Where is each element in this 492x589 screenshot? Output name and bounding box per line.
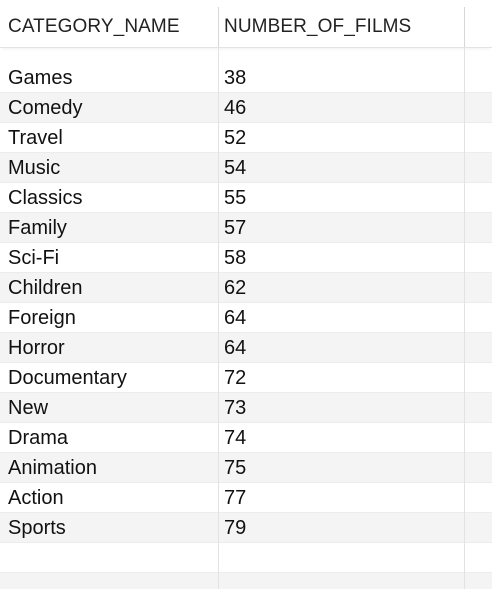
number-of-films-cell[interactable]: 79 (219, 513, 465, 543)
filler-cell (465, 213, 492, 243)
grid-header: CATEGORY_NAME NUMBER_OF_FILMS (0, 7, 492, 48)
category-name-cell[interactable]: Animation (0, 453, 219, 483)
table-row[interactable]: Documentary 72 (0, 363, 492, 393)
filler-cell (465, 63, 492, 93)
number-of-films-cell[interactable]: 64 (219, 333, 465, 363)
column-header-category-name[interactable]: CATEGORY_NAME (0, 7, 219, 47)
category-name-cell[interactable]: Documentary (0, 363, 219, 393)
category-name-cell[interactable]: Travel (0, 123, 219, 153)
filler-cell (465, 273, 492, 303)
empty-cell (0, 543, 219, 573)
table-row[interactable]: Games 38 (0, 63, 492, 93)
empty-cell (219, 543, 465, 573)
category-name-cell[interactable]: Family (0, 213, 219, 243)
table-row[interactable]: Children 62 (0, 273, 492, 303)
filler-cell (465, 153, 492, 183)
category-name-cell[interactable]: Classics (0, 183, 219, 213)
table-row[interactable]: Classics 55 (0, 183, 492, 213)
number-of-films-cell[interactable]: 74 (219, 423, 465, 453)
spacer-cell (219, 48, 465, 63)
number-of-films-cell[interactable]: 57 (219, 213, 465, 243)
number-of-films-cell[interactable]: 38 (219, 63, 465, 93)
category-name-cell[interactable]: Horror (0, 333, 219, 363)
column-header-filler (465, 7, 492, 47)
category-name-cell[interactable]: Sci-Fi (0, 243, 219, 273)
table-row[interactable]: Horror 64 (0, 333, 492, 363)
number-of-films-cell[interactable]: 62 (219, 273, 465, 303)
number-of-films-cell[interactable]: 77 (219, 483, 465, 513)
filler-cell (465, 423, 492, 453)
empty-cell (0, 573, 219, 589)
table-row[interactable]: Music 54 (0, 153, 492, 183)
category-name-cell[interactable]: Drama (0, 423, 219, 453)
table-row[interactable]: Sports 79 (0, 513, 492, 543)
table-row[interactable]: Foreign 64 (0, 303, 492, 333)
number-of-films-cell[interactable]: 46 (219, 93, 465, 123)
empty-row (0, 543, 492, 573)
filler-cell (465, 513, 492, 543)
number-of-films-cell[interactable]: 55 (219, 183, 465, 213)
spacer-cell (0, 48, 219, 63)
filler-cell (465, 183, 492, 213)
filler-cell (465, 243, 492, 273)
category-name-cell[interactable]: New (0, 393, 219, 423)
category-name-cell[interactable]: Foreign (0, 303, 219, 333)
table-row[interactable]: Travel 52 (0, 123, 492, 153)
category-name-cell[interactable]: Comedy (0, 93, 219, 123)
empty-row (0, 573, 492, 589)
category-name-cell[interactable]: Music (0, 153, 219, 183)
number-of-films-cell[interactable]: 75 (219, 453, 465, 483)
table-row[interactable]: New 73 (0, 393, 492, 423)
empty-cell (465, 573, 492, 589)
filler-cell (465, 303, 492, 333)
filler-cell (465, 453, 492, 483)
number-of-films-cell[interactable]: 52 (219, 123, 465, 153)
number-of-films-cell[interactable]: 72 (219, 363, 465, 393)
filler-cell (465, 93, 492, 123)
table-row[interactable]: Action 77 (0, 483, 492, 513)
filler-cell (465, 123, 492, 153)
number-of-films-cell[interactable]: 64 (219, 303, 465, 333)
grid-body: Games 38 Comedy 46 Travel 52 Music 54 Cl… (0, 63, 492, 589)
empty-cell (465, 543, 492, 573)
category-name-cell[interactable]: Children (0, 273, 219, 303)
number-of-films-cell[interactable]: 58 (219, 243, 465, 273)
grid-spacer (0, 48, 492, 63)
empty-cell (219, 573, 465, 589)
table-row[interactable]: Animation 75 (0, 453, 492, 483)
spacer-cell (465, 48, 492, 63)
table-row[interactable]: Family 57 (0, 213, 492, 243)
number-of-films-cell[interactable]: 73 (219, 393, 465, 423)
table-row[interactable]: Sci-Fi 58 (0, 243, 492, 273)
column-header-number-of-films[interactable]: NUMBER_OF_FILMS (219, 7, 465, 47)
category-name-cell[interactable]: Sports (0, 513, 219, 543)
category-name-cell[interactable]: Action (0, 483, 219, 513)
filler-cell (465, 333, 492, 363)
filler-cell (465, 393, 492, 423)
table-row[interactable]: Comedy 46 (0, 93, 492, 123)
filler-cell (465, 363, 492, 393)
filler-cell (465, 483, 492, 513)
number-of-films-cell[interactable]: 54 (219, 153, 465, 183)
category-name-cell[interactable]: Games (0, 63, 219, 93)
table-row[interactable]: Drama 74 (0, 423, 492, 453)
